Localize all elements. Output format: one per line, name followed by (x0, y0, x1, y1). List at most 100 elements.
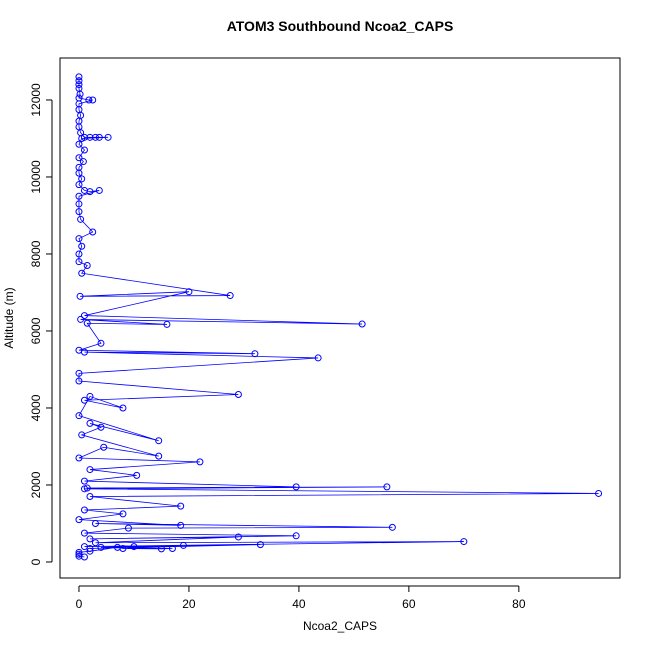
data-point (95, 133, 103, 141)
data-point (78, 269, 86, 277)
x-tick-label: 40 (292, 597, 306, 611)
data-point (76, 292, 84, 300)
data-point (292, 532, 300, 540)
data-point (80, 348, 88, 356)
data-point (86, 545, 94, 553)
data-point (83, 319, 91, 327)
data-point (595, 489, 603, 497)
chart-title: ATOM3 Southbound Ncoa2_CAPS (227, 18, 454, 34)
data-point (77, 215, 85, 223)
data-point (155, 437, 163, 445)
data-point (86, 133, 94, 141)
data-point (85, 96, 93, 104)
data-point (75, 77, 83, 85)
data-point (179, 541, 187, 549)
data-point (86, 547, 94, 555)
x-tick-label: 0 (76, 597, 83, 611)
data-point (75, 454, 83, 462)
data-point (177, 521, 185, 529)
data-point (91, 133, 99, 141)
data-point (97, 339, 105, 347)
data-point (86, 392, 94, 400)
x-tick-label: 60 (402, 597, 416, 611)
data-point (86, 188, 94, 196)
data-point (292, 483, 300, 491)
y-tick-label: 2000 (29, 471, 43, 498)
data-line (78, 76, 599, 558)
data-point (196, 458, 204, 466)
data-point (163, 320, 171, 328)
data-point (100, 443, 108, 451)
data-point (80, 146, 88, 154)
data-point (80, 396, 88, 404)
data-point (78, 431, 86, 439)
data-point (104, 133, 112, 141)
data-point (75, 548, 83, 556)
data-point (77, 315, 85, 323)
data-point (75, 200, 83, 208)
data-point (79, 158, 87, 166)
data-point (78, 242, 86, 250)
data-point (75, 154, 83, 162)
data-point (80, 485, 88, 493)
data-point (75, 550, 83, 558)
data-point (76, 90, 84, 98)
plot-frame (59, 57, 621, 579)
data-point (75, 81, 83, 89)
data-point (157, 545, 165, 553)
data-point (75, 250, 83, 258)
data-point (86, 535, 94, 543)
data-point (75, 258, 83, 266)
data-point (119, 510, 127, 518)
data-point (119, 404, 127, 412)
data-point (185, 288, 193, 296)
data-point (75, 140, 83, 148)
data-point (113, 543, 121, 551)
data-point (86, 419, 94, 427)
data-point (75, 181, 83, 189)
data-point (358, 320, 366, 328)
data-point (75, 73, 83, 81)
data-point (251, 350, 259, 358)
data-point (177, 502, 185, 510)
data-point (133, 471, 141, 479)
data-point (383, 483, 391, 491)
data-point (226, 292, 234, 300)
y-tick-label: 8000 (29, 240, 43, 267)
data-point (75, 235, 83, 243)
data-point (86, 493, 94, 501)
x-axis-label: Ncoa2_CAPS (303, 619, 377, 633)
y-tick-label: 10000 (29, 160, 43, 194)
y-tick-label: 0 (29, 558, 43, 565)
data-point (78, 134, 86, 142)
data-point (89, 96, 97, 104)
data-point (78, 175, 86, 183)
x-tick-label: 20 (182, 597, 196, 611)
data-point (155, 452, 163, 460)
data-point (91, 539, 99, 547)
data-point (256, 541, 264, 549)
data-point (80, 477, 88, 485)
data-point (86, 466, 94, 474)
data-point (168, 545, 176, 553)
data-point (460, 538, 468, 546)
data-point (234, 391, 242, 399)
y-axis-label: Altitude (m) (2, 287, 16, 348)
data-point (89, 228, 97, 236)
data-point (75, 516, 83, 524)
data-point (388, 523, 396, 531)
y-tick-label: 12000 (29, 83, 43, 117)
data-point (83, 484, 91, 492)
data-point (75, 377, 83, 385)
data-point (80, 506, 88, 514)
data-point (80, 529, 88, 537)
x-tick-label: 80 (512, 597, 526, 611)
data-point (97, 543, 105, 551)
data-point (234, 533, 242, 541)
y-tick-label: 4000 (29, 394, 43, 421)
y-tick-label: 6000 (29, 317, 43, 344)
data-point (83, 262, 91, 270)
data-point (124, 524, 132, 532)
data-point (130, 543, 138, 551)
